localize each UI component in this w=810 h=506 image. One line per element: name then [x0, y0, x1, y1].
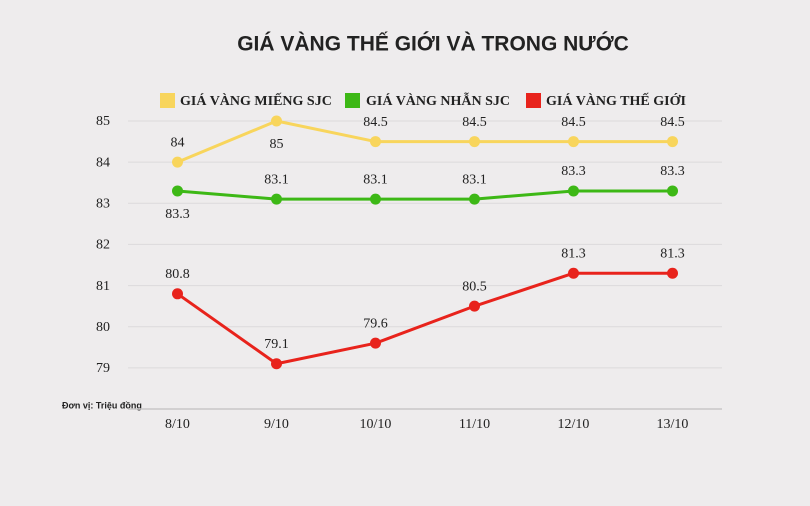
data-point [271, 358, 282, 370]
data-label: 83.3 [165, 207, 190, 222]
x-tick-label: 12/10 [558, 417, 590, 432]
data-label: 83.3 [561, 164, 586, 179]
data-label: 80.5 [462, 279, 487, 294]
data-label: 81.3 [561, 246, 586, 261]
data-label: 83.1 [363, 172, 388, 187]
data-point [271, 115, 282, 127]
data-point [271, 193, 282, 205]
series-line [176, 271, 673, 366]
data-label: 80.8 [165, 267, 190, 282]
data-point [469, 300, 480, 312]
series-line [177, 189, 673, 201]
series-line [176, 119, 673, 164]
x-tick-label: 8/10 [165, 417, 190, 432]
y-tick-label: 83 [96, 197, 110, 212]
y-tick-label: 81 [96, 279, 110, 294]
legend-swatch [345, 93, 360, 108]
y-tick-label: 79 [96, 361, 110, 376]
data-point [172, 156, 183, 168]
data-point [568, 136, 579, 148]
data-label: 84 [171, 135, 185, 150]
legend-label: GIÁ VÀNG MIẾNG SJC [180, 92, 332, 109]
data-label: 83.1 [264, 172, 289, 187]
data-point [667, 136, 678, 148]
legend-swatch [160, 93, 175, 108]
unit-note: Đơn vị: Triệu đồng [62, 400, 142, 410]
data-label: 84.5 [462, 115, 487, 130]
data-point [172, 185, 183, 197]
data-point [469, 136, 480, 148]
data-label: 79.1 [264, 337, 289, 352]
data-label: 85 [270, 137, 284, 152]
data-label: 81.3 [660, 246, 685, 261]
data-point [469, 193, 480, 205]
x-tick-label: 13/10 [657, 417, 689, 432]
legend-swatch [526, 93, 541, 108]
data-label: 83.3 [660, 164, 685, 179]
chart-title: GIÁ VÀNG THẾ GIỚI VÀ TRONG NƯỚC [237, 32, 629, 56]
data-point [370, 136, 381, 148]
data-point [667, 185, 678, 197]
data-point [667, 267, 678, 279]
x-tick-label: 9/10 [264, 417, 289, 432]
data-point [568, 185, 579, 197]
data-point [172, 288, 183, 300]
y-tick-label: 80 [96, 320, 110, 335]
legend-label: GIÁ VÀNG THẾ GIỚI [546, 92, 686, 109]
data-label: 83.1 [462, 172, 487, 187]
y-tick-label: 84 [96, 155, 110, 170]
legend-label: GIÁ VÀNG NHẪN SJC [366, 91, 510, 109]
data-point [568, 267, 579, 279]
data-point [370, 337, 381, 349]
x-tick-label: 10/10 [360, 417, 392, 432]
data-label: 79.6 [363, 316, 388, 331]
data-label: 84.5 [561, 115, 586, 130]
x-tick-label: 11/10 [459, 417, 490, 432]
data-label: 84.5 [660, 115, 685, 130]
data-point [370, 193, 381, 205]
data-label: 84.5 [363, 115, 388, 130]
y-tick-label: 82 [96, 238, 110, 253]
y-tick-label: 85 [96, 114, 110, 129]
